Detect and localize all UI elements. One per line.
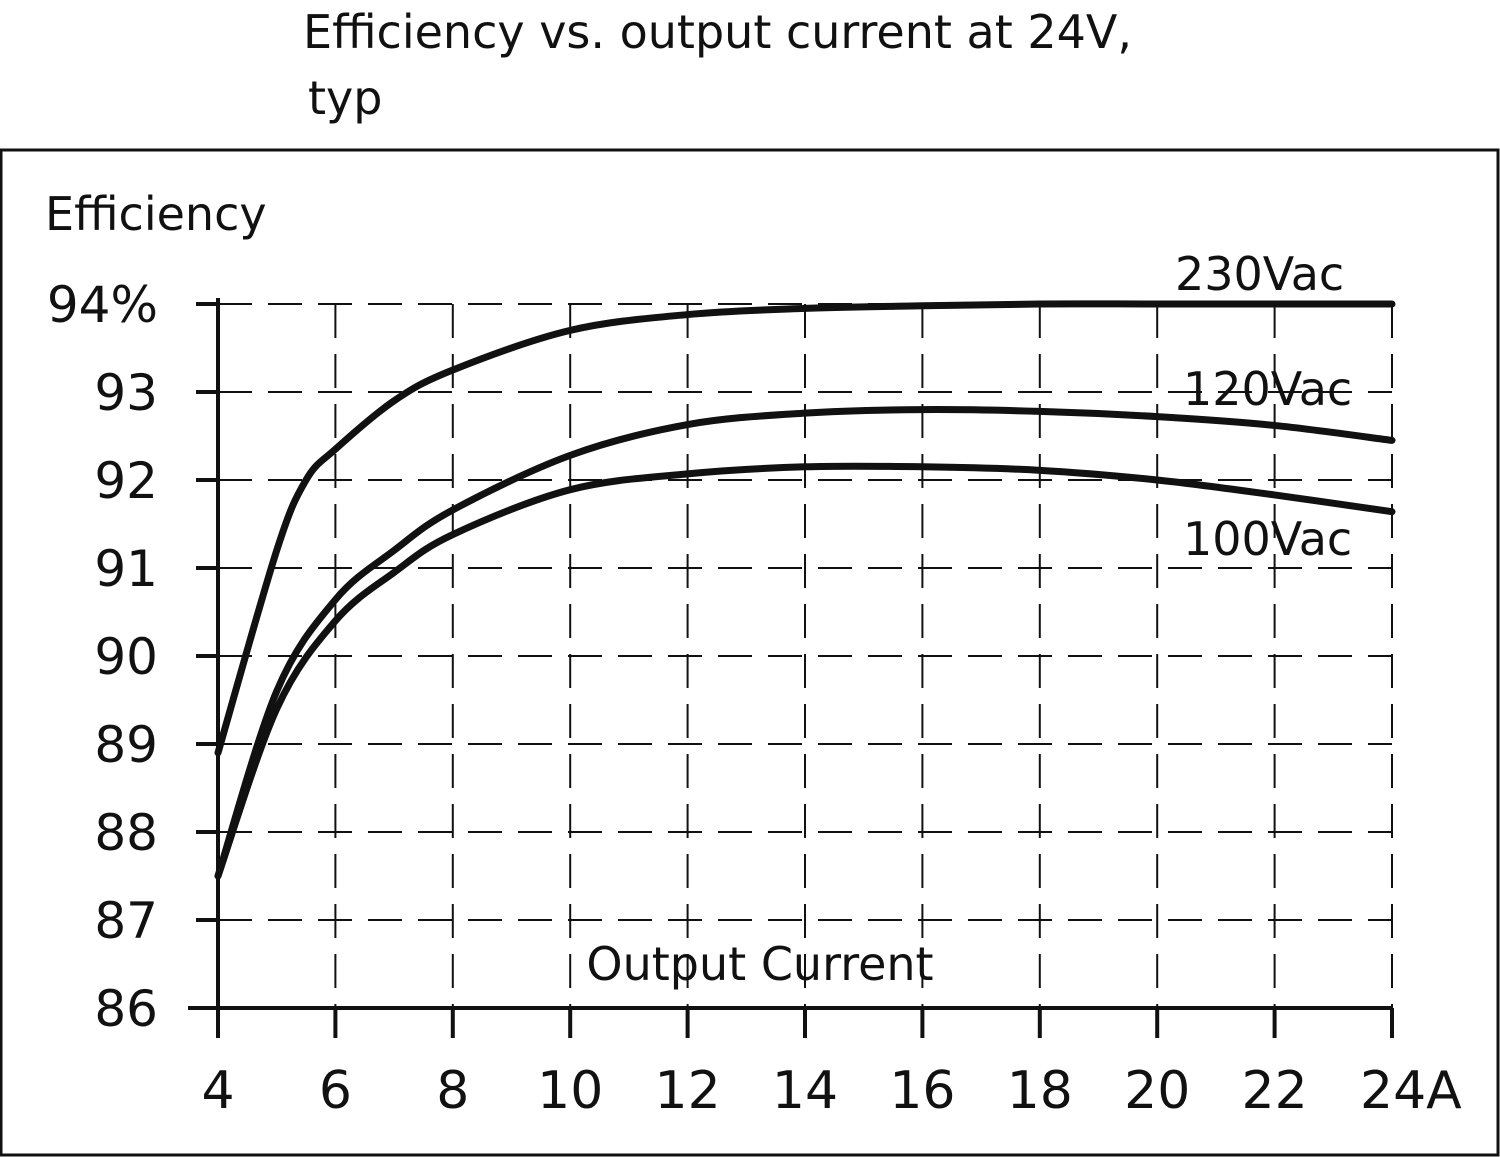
y-tick-label: 88 [94,804,158,862]
y-tick-label: 89 [94,716,158,774]
x-tick-label: 22 [1242,1061,1308,1121]
x-tick-label: 4 [201,1061,234,1121]
y-tick-label: 94% [47,276,158,334]
x-axis-label: Output Current [586,937,933,991]
series-line-120vac [214,406,1396,880]
x-tick-label: 20 [1124,1061,1190,1121]
x-tick-label: 24A [1360,1061,1462,1121]
y-tick-label: 93 [94,364,158,422]
y-tick-label: 86 [94,980,158,1038]
y-tick-label: 90 [94,628,158,686]
series-label: 230Vac [1175,247,1344,301]
series-label: 120Vac [1183,362,1352,416]
x-tick-label: 8 [436,1061,469,1121]
chart-frame [0,148,1500,1157]
x-tick-label: 16 [889,1061,955,1121]
series-line-230vac [214,300,1396,757]
series-line-100vac [214,462,1396,880]
series-label: 100Vac [1183,512,1352,566]
y-tick-label: 87 [94,892,158,950]
x-tick-label: 18 [1007,1061,1073,1121]
x-tick-label: 14 [772,1061,838,1121]
chart-title: Efficiency vs. output current at 24V, [303,5,1132,59]
chart-subtitle: typ [308,71,382,125]
x-tick-label: 12 [655,1061,721,1121]
y-tick-label: 91 [94,540,158,598]
x-tick-label: 6 [319,1061,352,1121]
x-tick-label: 10 [537,1061,603,1121]
y-axis-label: Efficiency [45,187,267,241]
y-tick-label: 92 [94,452,158,510]
